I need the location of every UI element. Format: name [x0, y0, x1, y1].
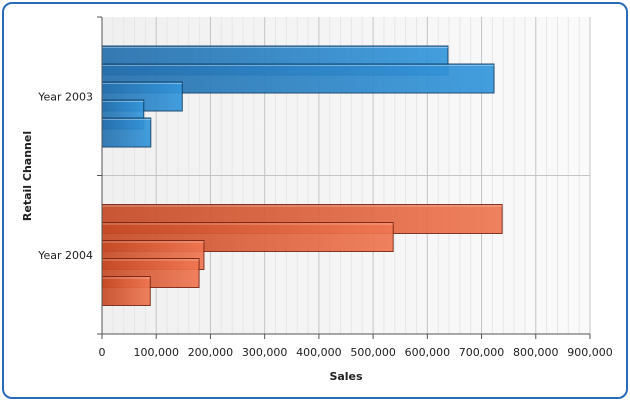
x-tick-label: 300,000	[242, 346, 288, 359]
y-axis-title: Retail Channel	[21, 131, 34, 221]
x-tick-label: 100,000	[133, 346, 179, 359]
y-tick-label: Year 2004	[37, 249, 93, 262]
bar-year-2004-4	[101, 276, 151, 306]
x-tick-label: 200,000	[188, 346, 234, 359]
x-tick-label: 700,000	[459, 346, 505, 359]
x-tick-label: 400,000	[296, 346, 342, 359]
bar-year-2003-4	[101, 117, 152, 148]
x-tick-label: 900,000	[567, 346, 613, 359]
x-axis-title: Sales	[329, 370, 363, 383]
y-tick-label: Year 2003	[37, 90, 93, 103]
x-tick-label: 600,000	[405, 346, 451, 359]
x-tick-label: 800,000	[513, 346, 559, 359]
x-tick-label: 0	[99, 346, 106, 359]
x-tick-label: 500,000	[350, 346, 396, 359]
